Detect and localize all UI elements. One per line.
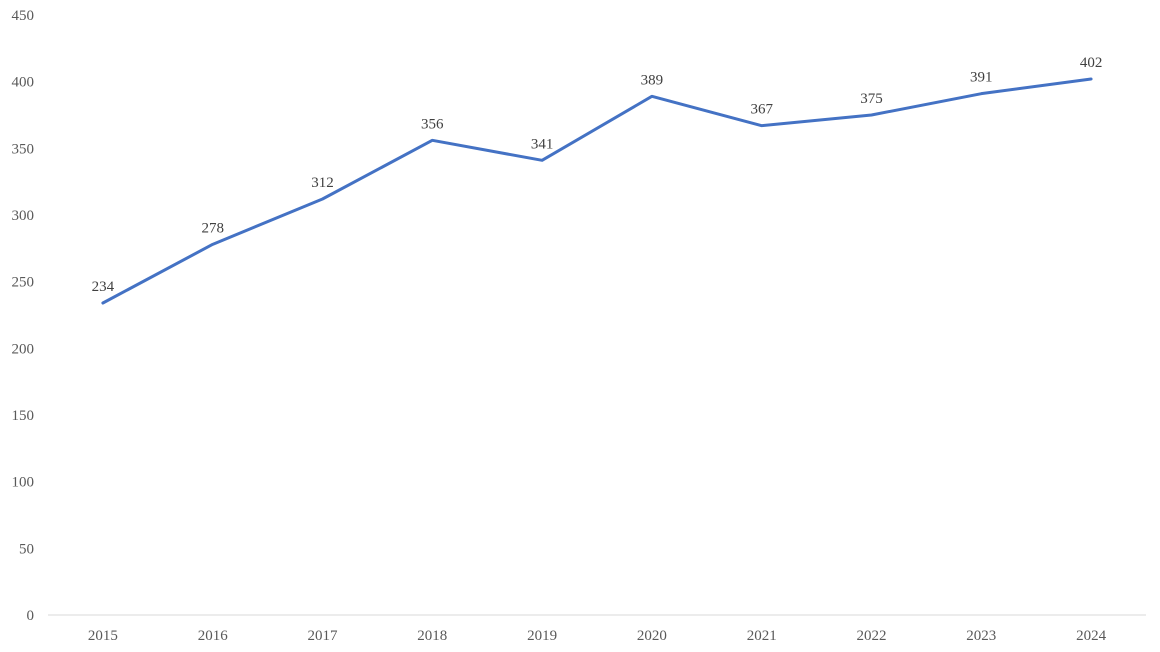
x-tick-label: 2019	[527, 628, 557, 644]
data-label: 367	[750, 102, 773, 118]
y-tick-label: 400	[12, 75, 35, 91]
y-tick-label: 350	[12, 141, 35, 157]
series-layer	[101, 77, 1093, 305]
y-tick-label: 450	[12, 8, 35, 24]
x-tick-label: 2017	[308, 628, 339, 644]
data-label: 312	[311, 175, 334, 191]
y-tick-label: 150	[12, 408, 35, 424]
x-tick-label: 2021	[747, 628, 777, 644]
data-label: 402	[1080, 55, 1103, 71]
x-tick-label: 2016	[198, 628, 229, 644]
y-tick-label: 0	[27, 608, 35, 624]
data-label: 356	[421, 116, 444, 132]
x-tick-label: 2023	[966, 628, 996, 644]
y-tick-label: 300	[12, 208, 35, 224]
y-axis: 0 50 100 150 200 250 300 350 400 450	[12, 8, 35, 624]
x-tick-label: 2024	[1076, 628, 1107, 644]
y-tick-label: 250	[12, 275, 35, 291]
data-label: 391	[970, 70, 993, 86]
y-tick-label: 50	[19, 541, 34, 557]
data-label: 375	[860, 91, 883, 107]
series-line	[101, 77, 1093, 305]
y-tick-label: 200	[12, 341, 35, 357]
x-tick-label: 2022	[857, 628, 887, 644]
data-label: 278	[201, 220, 224, 236]
data-labels: 234 278 312 356 341 389 367 375 391 402	[92, 55, 1103, 295]
x-tick-label: 2020	[637, 628, 667, 644]
data-label: 389	[641, 72, 664, 88]
x-tick-label: 2015	[88, 628, 118, 644]
y-tick-label: 100	[12, 475, 35, 491]
data-label: 234	[92, 279, 115, 295]
x-tick-label: 2018	[417, 628, 447, 644]
data-label: 341	[531, 136, 554, 152]
x-axis: 2015 2016 2017 2018 2019 2020 2021 2022 2023 2024	[48, 614, 1146, 644]
